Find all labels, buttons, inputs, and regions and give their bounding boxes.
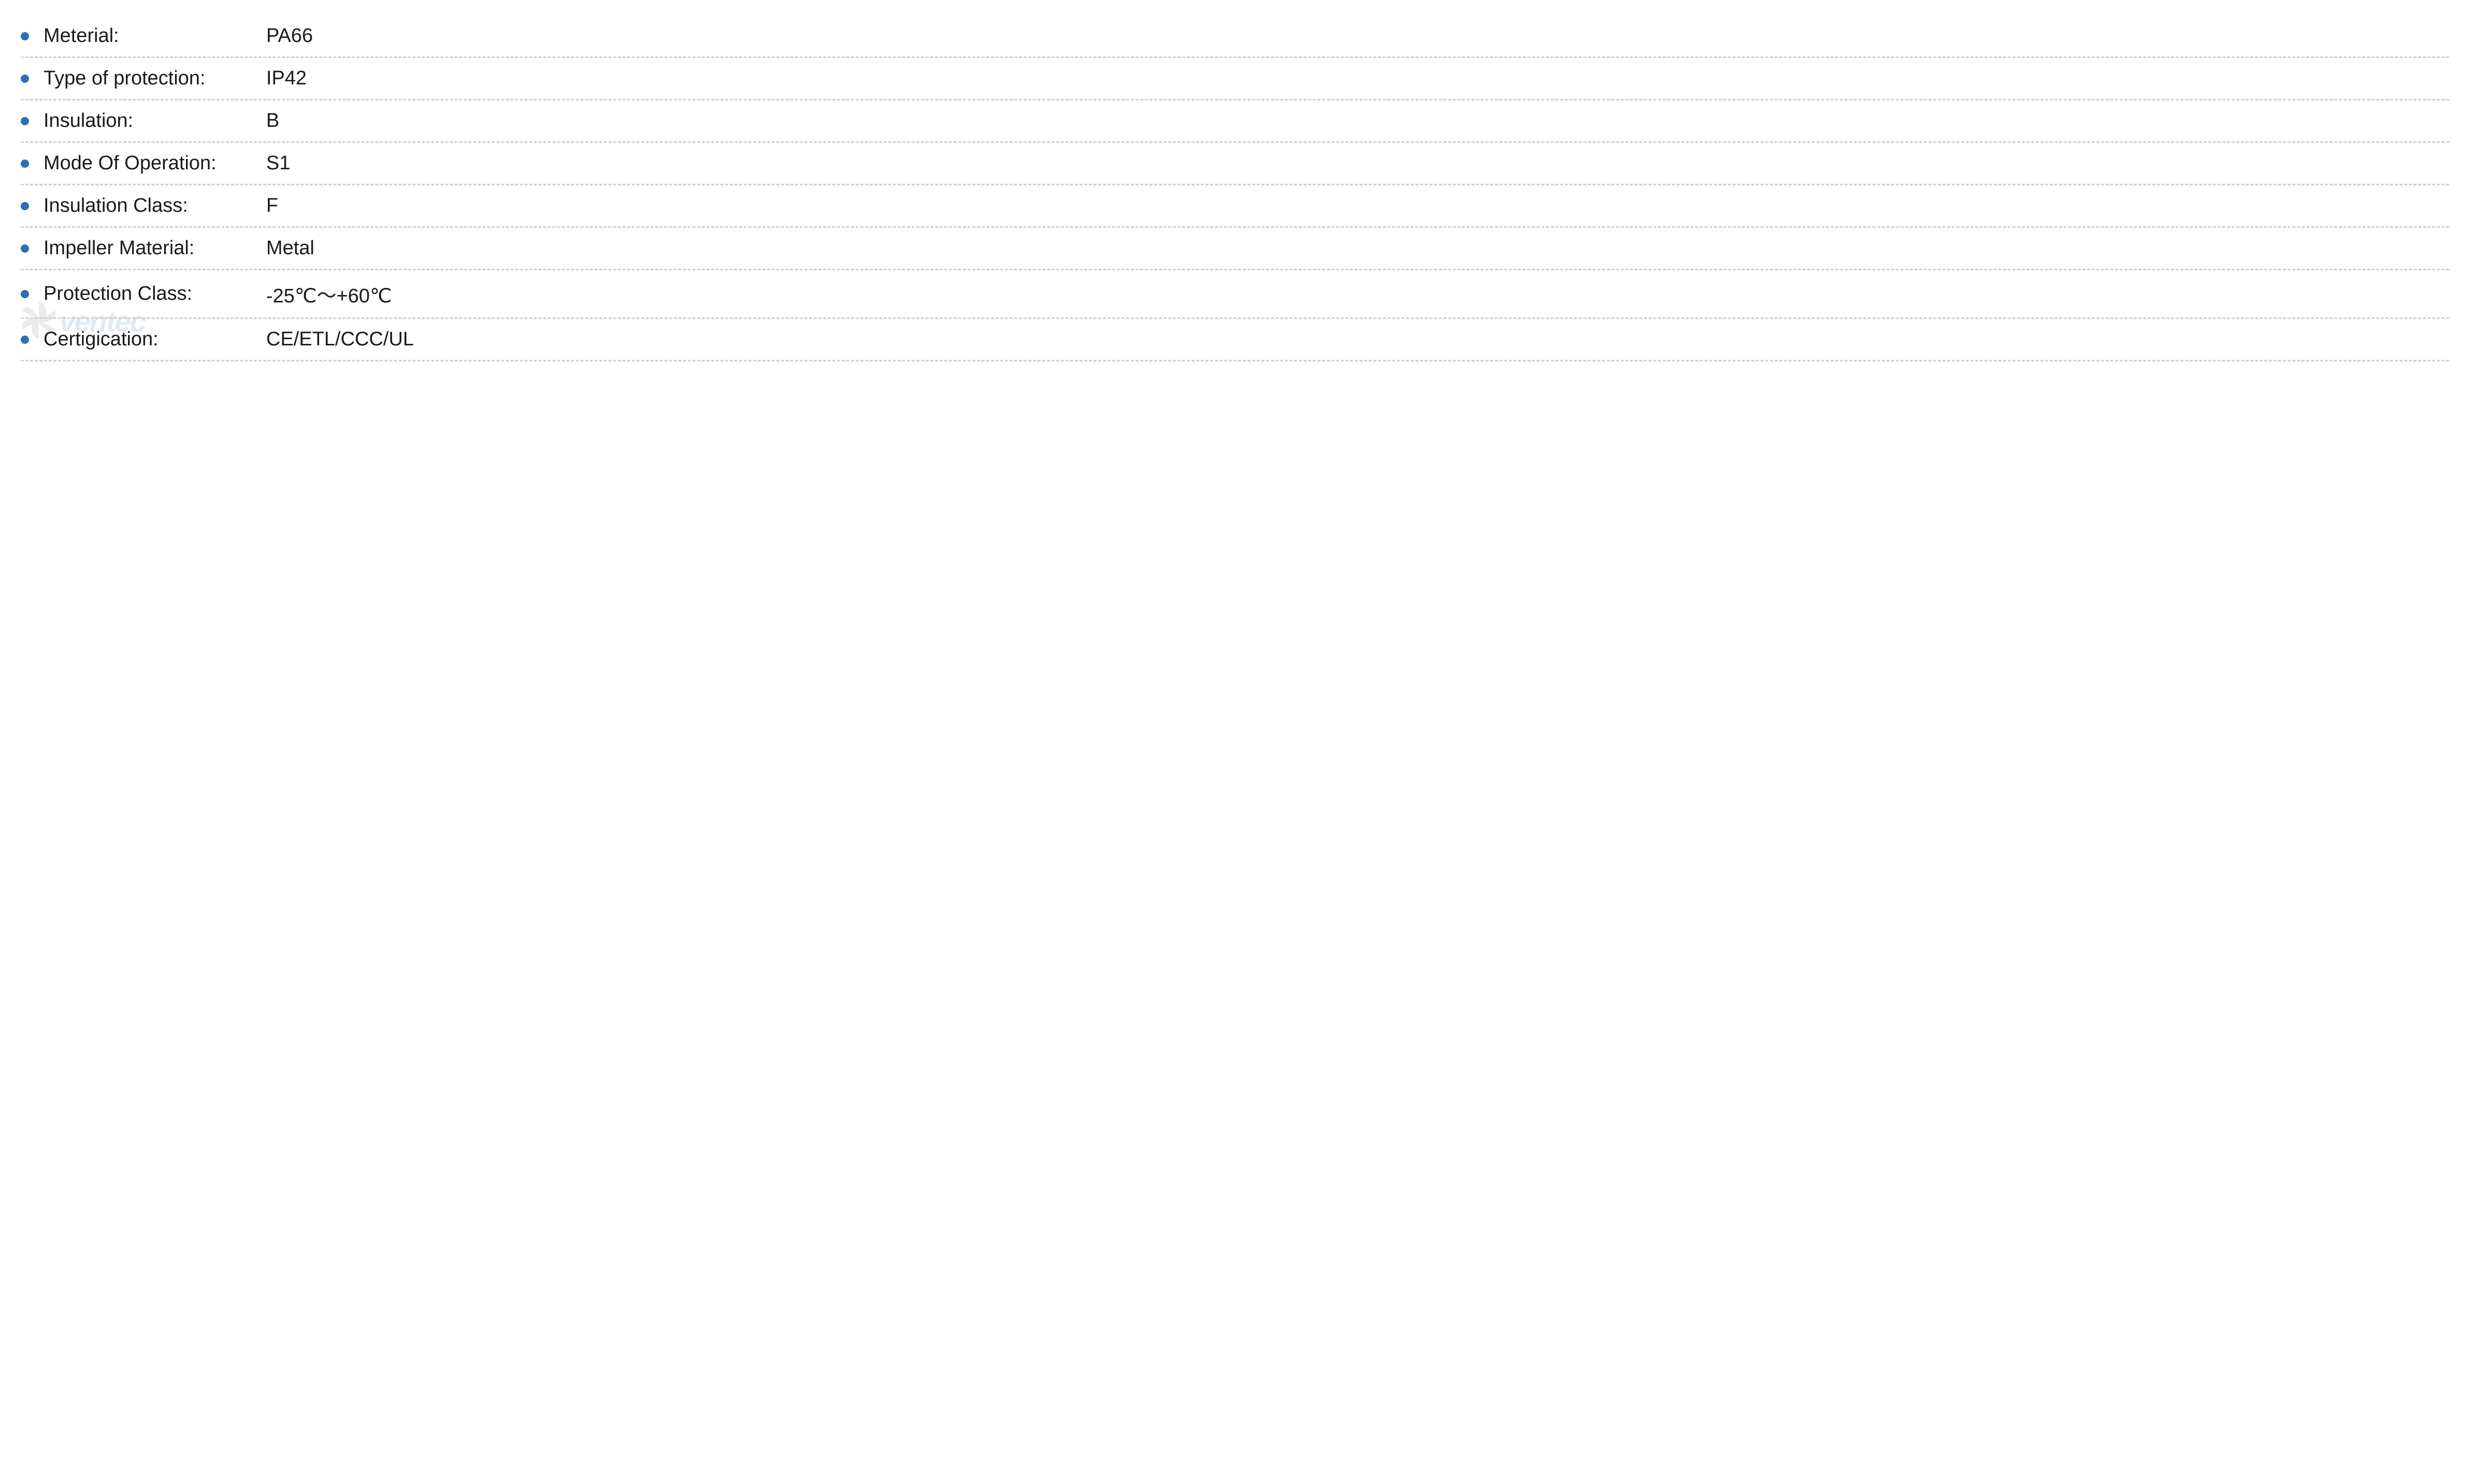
spec-label: Type of protection: bbox=[44, 67, 266, 90]
bullet-icon bbox=[21, 336, 29, 344]
bullet-icon bbox=[21, 159, 29, 168]
spec-label: Meterial: bbox=[44, 25, 266, 47]
bullet-icon bbox=[21, 290, 29, 298]
bullet-icon bbox=[21, 117, 29, 125]
spec-row: Certigication: CE/ETL/CCC/UL bbox=[21, 319, 2449, 361]
spec-row: Protection Class: -25℃～+60℃ bbox=[21, 270, 2449, 319]
spec-value: B bbox=[266, 110, 279, 132]
spec-value: CE/ETL/CCC/UL bbox=[266, 328, 414, 351]
specifications-list: Meterial: PA66 Type of protection: IP42 … bbox=[21, 16, 2449, 361]
spec-label: Insulation: bbox=[44, 110, 266, 132]
spec-label: Impeller Material: bbox=[44, 237, 266, 259]
spec-value: -25℃～+60℃ bbox=[266, 280, 392, 308]
spec-row: Impeller Material: Metal bbox=[21, 228, 2449, 270]
spec-value: PA66 bbox=[266, 25, 313, 47]
bullet-icon bbox=[21, 32, 29, 40]
spec-row: Type of protection: IP42 bbox=[21, 58, 2449, 100]
spec-row: Insulation: B bbox=[21, 100, 2449, 143]
spec-label: Mode Of Operation: bbox=[44, 152, 266, 174]
bullet-icon bbox=[21, 202, 29, 210]
spec-value: IP42 bbox=[266, 67, 307, 90]
bullet-icon bbox=[21, 75, 29, 83]
spec-row: Meterial: PA66 bbox=[21, 16, 2449, 58]
spec-row: Insulation Class: F bbox=[21, 185, 2449, 228]
spec-value: S1 bbox=[266, 152, 290, 174]
bullet-icon bbox=[21, 244, 29, 253]
spec-value: Metal bbox=[266, 237, 314, 259]
spec-label: Insulation Class: bbox=[44, 195, 266, 217]
spec-label: Protection Class: bbox=[44, 283, 266, 305]
spec-label: Certigication: bbox=[44, 328, 266, 351]
spec-value: F bbox=[266, 195, 278, 217]
spec-row: Mode Of Operation: S1 bbox=[21, 143, 2449, 185]
